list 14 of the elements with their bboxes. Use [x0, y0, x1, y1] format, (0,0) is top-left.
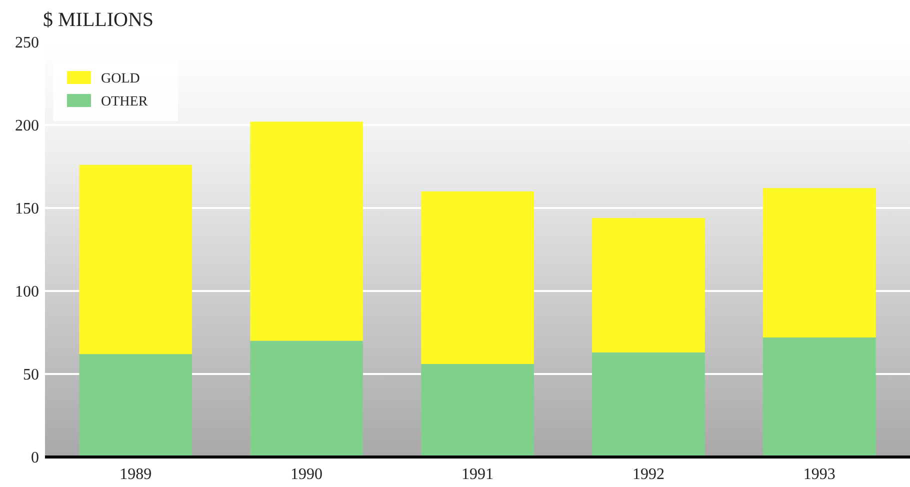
- legend-label: GOLD: [101, 71, 140, 86]
- y-tick-label: 150: [15, 200, 39, 218]
- x-tick-label: 1991: [462, 466, 494, 483]
- x-tick-label: 1993: [803, 466, 836, 483]
- y-axis-title: $ MILLIONS: [43, 9, 154, 31]
- y-tick-label: 100: [15, 284, 39, 301]
- x-tick-label: 1992: [632, 466, 664, 483]
- y-tick-label: 250: [15, 34, 39, 52]
- y-tick-label: 200: [15, 118, 39, 135]
- y-tick-label: 0: [31, 450, 39, 467]
- x-tick-label: 1989: [120, 466, 152, 483]
- legend-label: OTHER: [101, 94, 148, 110]
- x-tick-label: 1990: [290, 466, 323, 483]
- y-tick-label: 50: [23, 366, 39, 384]
